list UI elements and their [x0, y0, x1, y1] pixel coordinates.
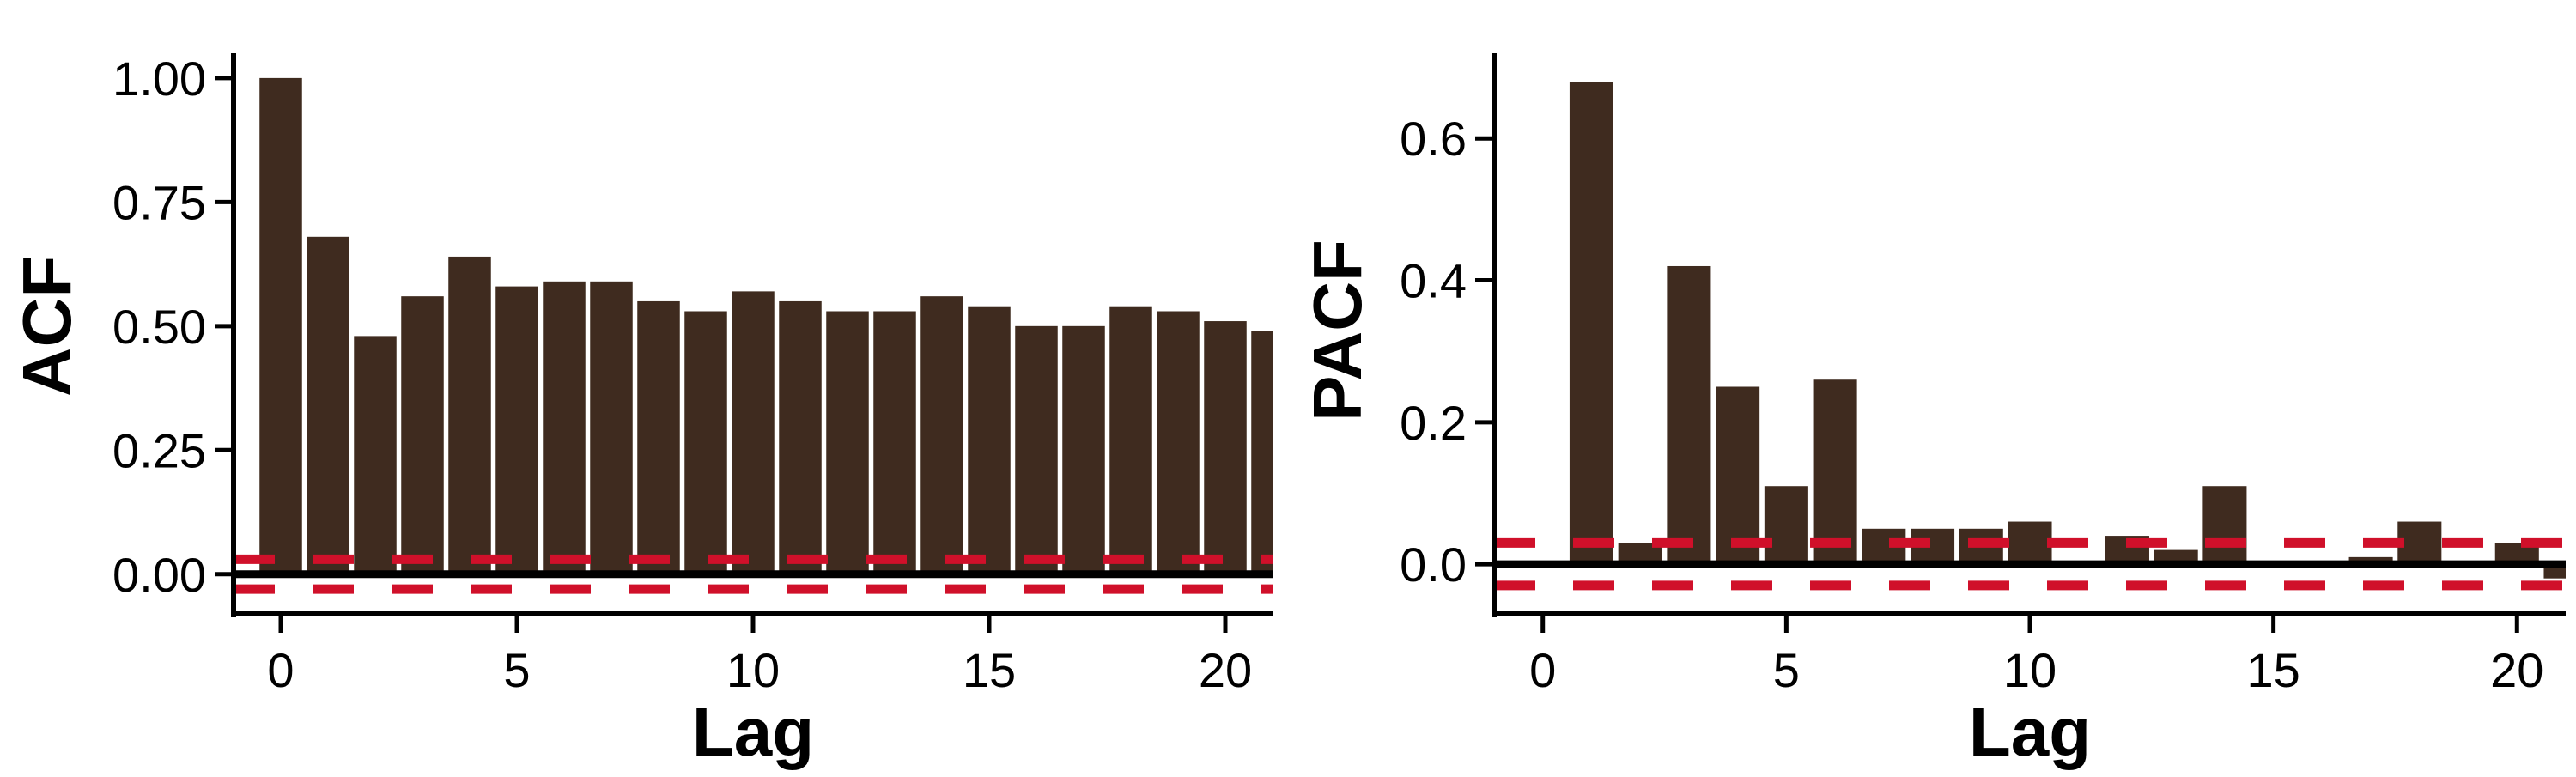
acf-bar-lag-17 — [1062, 325, 1105, 574]
acf-y-tick-label: 0.25 — [112, 423, 206, 477]
acf-y-axis-title: ACF — [9, 256, 85, 397]
acf-bar-lag-5 — [495, 286, 538, 574]
acf-x-tick-label: 15 — [963, 643, 1016, 697]
pacf-y-tick-label: 0.4 — [1400, 254, 1467, 308]
acf-x-tick-label: 5 — [503, 643, 530, 697]
pacf-y-tick-label: 0.6 — [1400, 112, 1467, 166]
acf-bar-lag-7 — [590, 281, 633, 574]
acf-bar-lag-8 — [637, 300, 680, 574]
acf-bar-lag-13 — [873, 311, 916, 574]
acf-x-tick-label: 10 — [726, 643, 780, 697]
acf-bar-lag-18 — [1109, 306, 1152, 574]
acf-bar-lag-6 — [543, 281, 586, 574]
pacf-x-tick-label: 5 — [1773, 643, 1800, 697]
pacf-y-axis-title: PACF — [1299, 240, 1376, 422]
acf-x-tick-label: 20 — [1199, 643, 1252, 697]
acf-bar-lag-4 — [448, 256, 491, 574]
acf-bar-lag-0 — [259, 77, 302, 574]
pacf-x-tick-label: 0 — [1529, 643, 1556, 697]
acf-bar-lag-3 — [401, 296, 444, 574]
acf-bar-lag-15 — [968, 306, 1011, 574]
pacf-bar-lag-5 — [1764, 486, 1808, 565]
acf-bar-lag-10 — [732, 291, 775, 574]
pacf-y-tick-label: 0.2 — [1400, 396, 1467, 450]
acf-bar-lag-16 — [1015, 325, 1058, 574]
acf-bar-lag-14 — [920, 296, 963, 574]
acf-bar-lag-9 — [684, 311, 727, 574]
pacf-bar-lag-10 — [2008, 521, 2052, 565]
acf-bar-lag-1 — [307, 236, 349, 574]
pacf-bar-lag-6 — [1813, 379, 1857, 565]
pacf-x-tick-label: 20 — [2490, 643, 2543, 697]
acf-y-tick-label: 1.00 — [112, 52, 206, 106]
acf-x-tick-label: 0 — [267, 643, 294, 697]
acf-y-tick-label: 0.50 — [112, 300, 206, 354]
pacf-panel: 0.0 0.2 0.4 0.6 0 5 10 15 20 Lag PACF — [1299, 53, 2566, 770]
acf-bar-lag-11 — [779, 300, 822, 574]
pacf-x-axis-title: Lag — [1969, 694, 2091, 770]
pacf-bar-lag-14 — [2202, 486, 2247, 565]
pacf-x-tick-label: 15 — [2246, 643, 2300, 697]
acf-y-tick-label: 0.75 — [112, 175, 206, 229]
acf-y-tick-label: 0.00 — [112, 548, 206, 602]
acf-bar-lag-19 — [1157, 311, 1200, 574]
pacf-bar-lag-4 — [1716, 386, 1760, 565]
acf-bar-lag-20 — [1204, 321, 1247, 574]
pacf-bar-lag-3 — [1667, 265, 1711, 565]
acf-x-axis-title: Lag — [692, 694, 814, 770]
acf-bar-lag-12 — [826, 311, 869, 574]
pacf-x-tick-label: 10 — [2003, 643, 2057, 697]
pacf-y-tick-label: 0.0 — [1400, 537, 1467, 592]
acf-bar-lag-2 — [354, 336, 397, 574]
pacf-bar-lag-1 — [1569, 82, 1613, 565]
acf-bar-lag-21 — [1251, 331, 1273, 574]
acf-panel: 0.00 0.25 0.50 0.75 1.00 0 5 10 15 20 Lag ACF — [9, 52, 1273, 770]
pacf-bar-lag-18 — [2397, 521, 2442, 565]
